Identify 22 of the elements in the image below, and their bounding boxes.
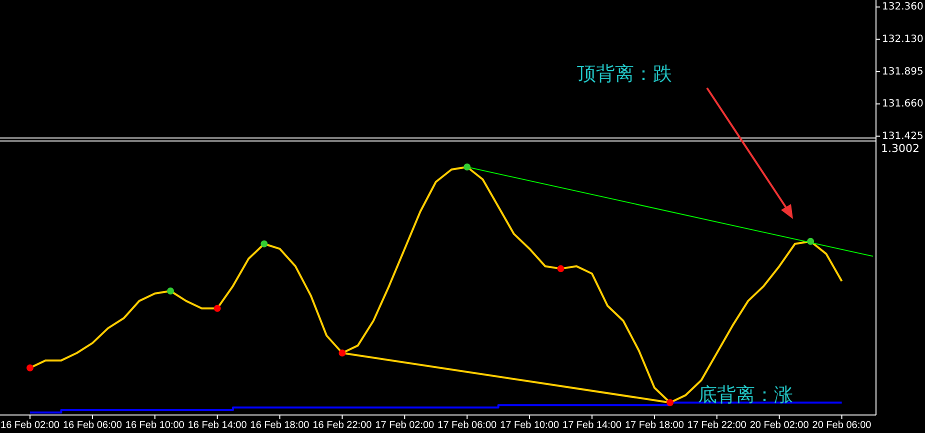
x-tick-label: 20 Feb 02:00	[750, 420, 810, 431]
x-tick-label: 17 Feb 14:00	[562, 420, 622, 431]
x-tick-label: 16 Feb 10:00	[125, 420, 185, 431]
x-tick-label: 16 Feb 06:00	[62, 420, 122, 431]
x-tick-label: 17 Feb 22:00	[687, 420, 747, 431]
text: 131.425	[882, 130, 924, 142]
x-tick-label: 16 Feb 18:00	[250, 420, 310, 431]
text: 132.360	[882, 2, 924, 13]
annotation: 底背离：涨	[698, 384, 793, 406]
x-tick-label: 16 Feb 22:00	[312, 420, 372, 431]
text: 131.895	[882, 66, 924, 78]
x-tick-label: 17 Feb 18:00	[624, 420, 684, 431]
x-tick-label: 17 Feb 10:00	[500, 420, 560, 431]
x-tick-label: 16 Feb 14:00	[188, 420, 248, 431]
text: 1.3002	[881, 142, 920, 156]
x-tick-label: 17 Feb 02:00	[375, 420, 435, 431]
text: 132.130	[882, 34, 924, 46]
x-tick-label: 17 Feb 06:00	[438, 420, 498, 431]
x-tick-label: 16 Feb 02:00	[0, 420, 60, 431]
x-tick-label: 20 Feb 06:00	[812, 420, 872, 431]
text: 顶背离：跌	[577, 63, 672, 86]
text: 131.660	[882, 98, 924, 110]
